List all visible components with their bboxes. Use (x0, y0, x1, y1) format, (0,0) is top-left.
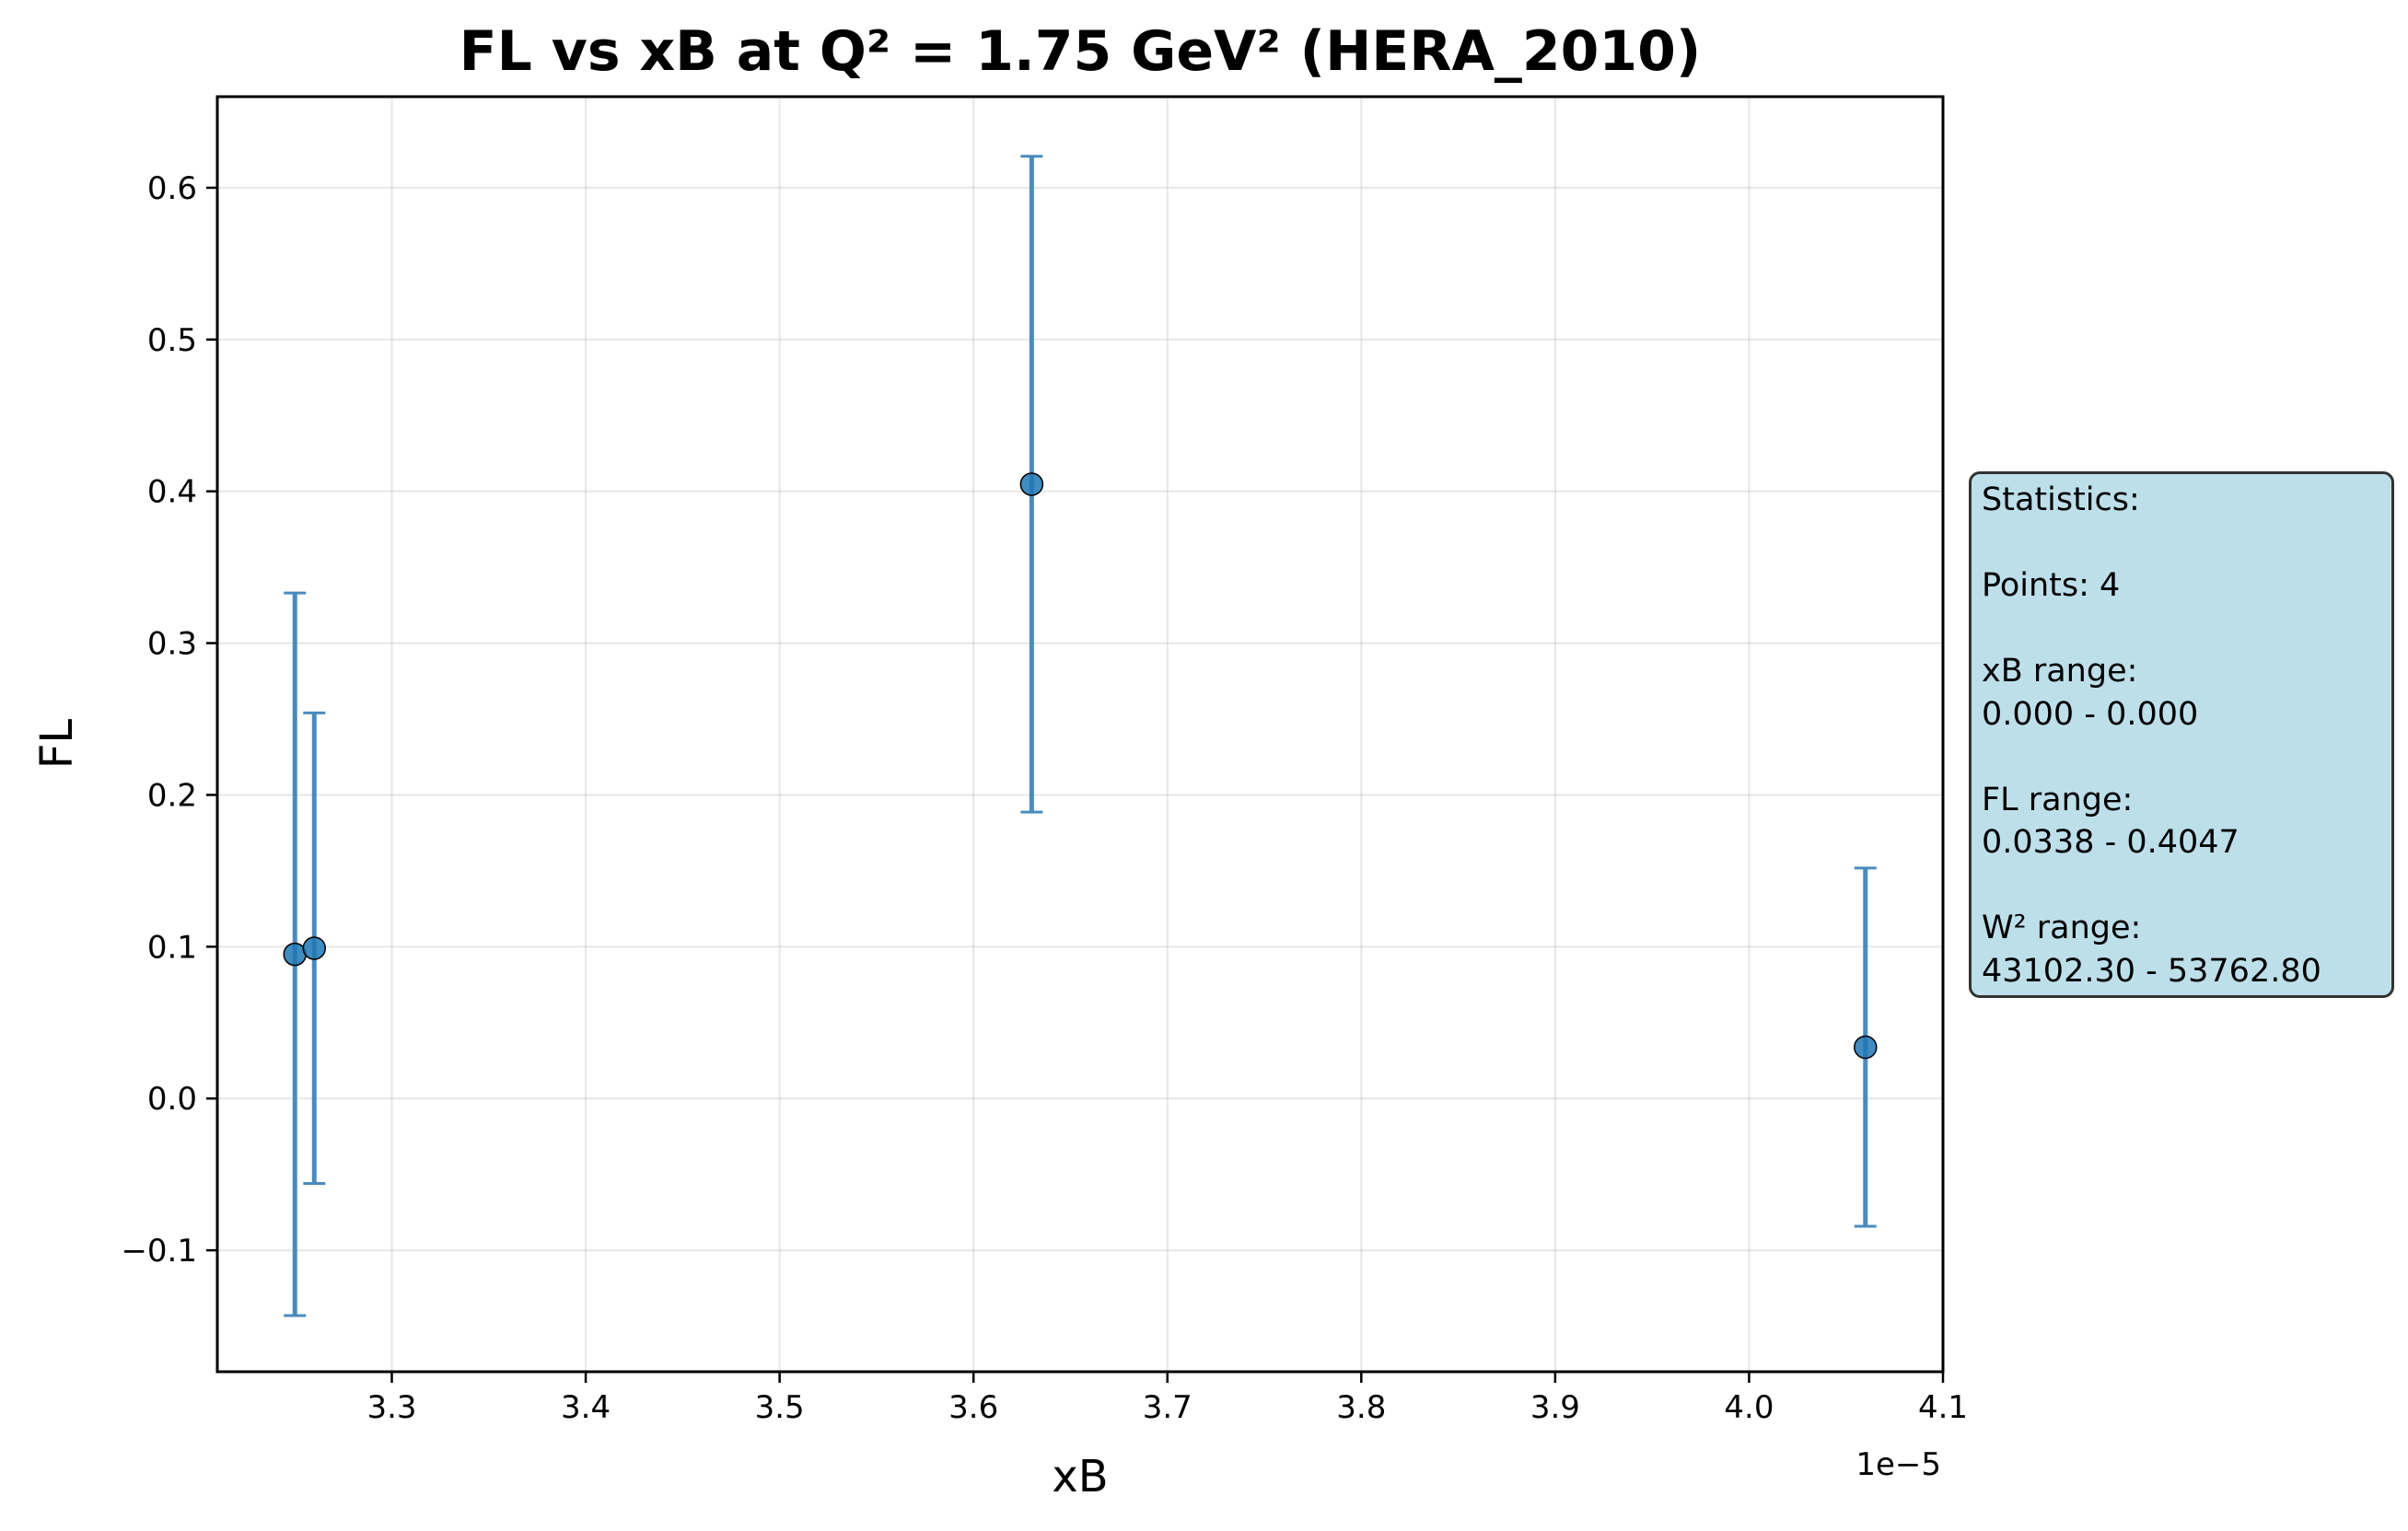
chart-title: FL vs xB at Q² = 1.75 GeV² (HERA_2010) (459, 19, 1702, 84)
data-points (283, 472, 1878, 1060)
statistics-line: FL range: (1982, 781, 2134, 818)
x-tick-label: 3.6 (948, 1389, 998, 1426)
y-tick-label: −0.1 (121, 1233, 197, 1270)
y-tick-label: 0.0 (147, 1081, 197, 1118)
y-tick-label: 0.5 (147, 322, 197, 359)
statistics-line (1982, 608, 2387, 651)
data-point (302, 936, 327, 960)
statistics-line: W² range: (1982, 910, 2142, 946)
x-axis-ticks: 3.3 3.4 3.5 3.6 3.7 3.8 3.9 4.0 4.1 (366, 1372, 1968, 1426)
x-tick-label: 3.8 (1336, 1389, 1386, 1426)
x-tick-label: 4.0 (1724, 1389, 1774, 1426)
y-tick-label: 0.1 (147, 929, 197, 966)
plot-frame (215, 95, 1945, 1374)
x-tick-label: 3.9 (1530, 1389, 1580, 1426)
statistics-line (1982, 736, 2387, 779)
x-tick-label: 4.1 (1918, 1389, 1968, 1426)
x-tick-label: 3.3 (366, 1389, 416, 1426)
y-tick-label: 0.3 (147, 626, 197, 663)
x-tick-label: 3.5 (755, 1389, 805, 1426)
statistics-line: Points: 4 (1982, 567, 2121, 604)
y-tick-label: 0.2 (147, 777, 197, 814)
data-point (1854, 1035, 1878, 1060)
statistics-line: 43102.30 - 53762.80 (1982, 952, 2321, 990)
statistics-line (1982, 522, 2387, 565)
statistics-text: Statistics: Points: 4 xB range: 0.000 - 0.0… (1982, 479, 2387, 992)
x-axis-label: xB (1052, 1451, 1108, 1502)
y-tick-label: 0.6 (147, 170, 197, 207)
statistics-line (1982, 864, 2387, 908)
y-axis-ticks: −0.1 0.0 0.1 0.2 0.3 0.4 0.5 0.6 (121, 170, 217, 1270)
x-tick-label: 3.4 (561, 1389, 611, 1426)
y-axis-label: FL (31, 719, 83, 770)
statistics-box (1969, 471, 2394, 998)
y-tick-label: 0.4 (147, 474, 197, 511)
statistics-line: 0.0338 - 0.4047 (1982, 824, 2239, 861)
data-point (283, 942, 307, 967)
data-point (1019, 472, 1044, 496)
statistics-line: 0.000 - 0.000 (1982, 695, 2199, 733)
statistics-line: xB range: (1982, 653, 2138, 690)
x-tick-label: 3.7 (1143, 1389, 1192, 1426)
statistics-line: Statistics: (1982, 481, 2140, 518)
x-axis-offset-label: 1e−5 (1855, 1446, 1941, 1483)
